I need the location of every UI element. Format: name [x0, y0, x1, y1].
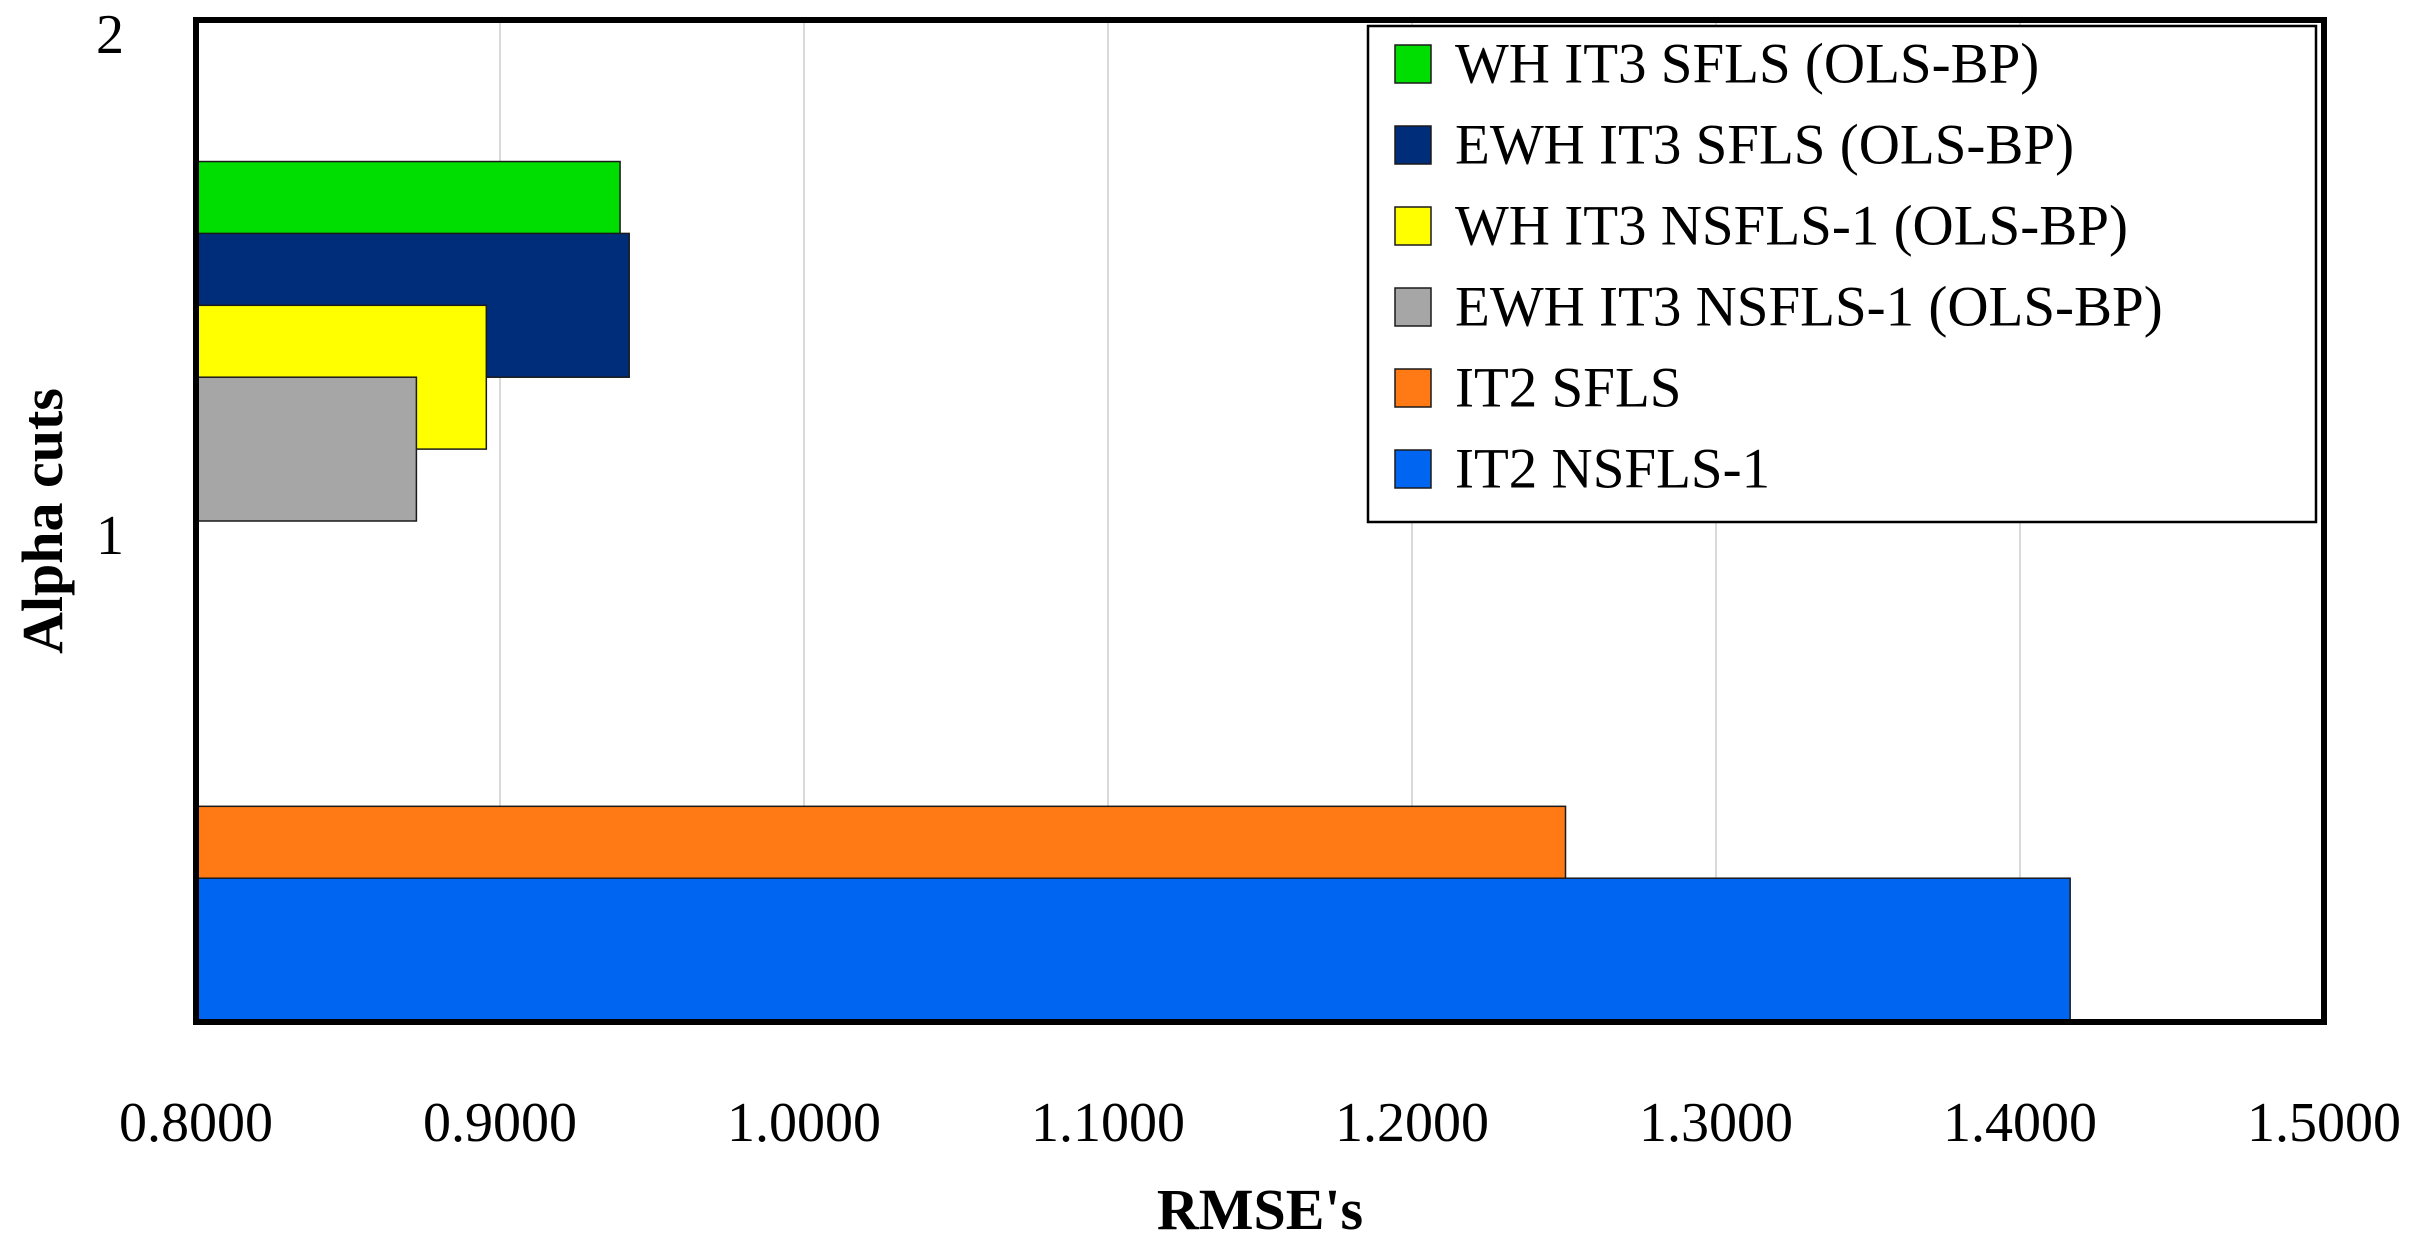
x-axis-title: RMSE's: [1157, 1177, 1363, 1242]
x-tick-label: 0.8000: [119, 1092, 273, 1154]
legend-label: IT2 NSFLS-1: [1455, 438, 1770, 501]
legend-label: WH IT3 SFLS (OLS-BP): [1455, 33, 2039, 96]
plot-frame: [193, 17, 2327, 1025]
bars: [195, 160, 2071, 1023]
legend-label: IT2 SFLS: [1455, 357, 1681, 420]
y-tick-labels: 12: [96, 4, 124, 567]
legend-box: [1366, 24, 2318, 524]
x-tick-label: 1.3000: [1639, 1092, 1793, 1154]
x-tick-labels: 0.8000 0.9000 1.0000 1.1000 1.2000 1.3000 1.40…: [119, 1092, 2401, 1154]
legend-swatch: [1394, 287, 1432, 327]
legend: WH IT3 SFLS (OLS-BP) EWH IT3 SFLS (OLS-BP…: [1366, 24, 2318, 524]
y-axis-title: Alpha cuts: [10, 388, 75, 654]
x-tick-label: 1.5000: [2247, 1092, 2401, 1154]
legend-label: EWH IT3 NSFLS-1 (OLS-BP): [1455, 276, 2163, 339]
legend-swatch: [1394, 44, 1432, 84]
legend-swatch: [1394, 206, 1432, 246]
bar: [195, 376, 418, 522]
legend-label: WH IT3 NSFLS-1 (OLS-BP): [1455, 195, 2128, 258]
x-tick-label: 1.2000: [1335, 1092, 1489, 1154]
bar: [195, 877, 2071, 1023]
legend-swatch: [1394, 449, 1432, 489]
legend-swatch: [1394, 125, 1432, 165]
x-tick-label: 1.1000: [1031, 1092, 1185, 1154]
x-tick-label: 1.0000: [727, 1092, 881, 1154]
x-tick-label: 0.9000: [423, 1092, 577, 1154]
legend-swatch: [1394, 368, 1432, 408]
x-tick-label: 1.4000: [1943, 1092, 2097, 1154]
y-tick-label: 1: [96, 505, 124, 567]
y-tick-label: 2: [96, 4, 124, 66]
legend-label: EWH IT3 SFLS (OLS-BP): [1455, 114, 2074, 177]
